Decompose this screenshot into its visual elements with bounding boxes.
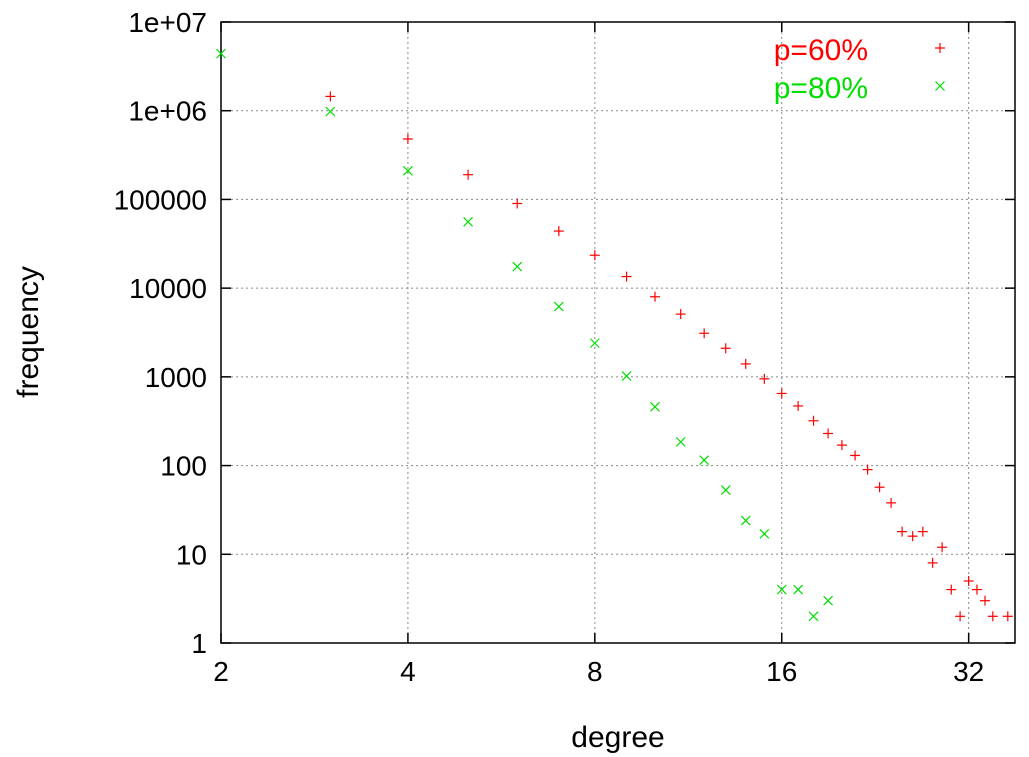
x-tick-label: 2	[213, 656, 229, 687]
data-point	[850, 450, 861, 461]
data-point	[216, 48, 226, 59]
data-point	[589, 250, 600, 261]
x-axis-label: degree	[571, 721, 664, 754]
data-point	[621, 371, 632, 382]
data-point	[907, 531, 918, 542]
y-tick-label: 1000	[145, 362, 207, 393]
plot-frame	[220, 21, 1016, 644]
data-point	[836, 440, 847, 451]
series-p60	[325, 91, 1013, 622]
data-point	[808, 415, 819, 426]
data-point	[325, 91, 336, 102]
data-point	[650, 401, 660, 412]
data-point	[699, 455, 710, 466]
x-tick-label: 32	[953, 656, 984, 687]
data-point	[589, 338, 600, 349]
data-point	[720, 343, 731, 354]
axis-ticks: 1 10 100 1000 10000 100000 1e+06 1e+07 2 4 8 16 32	[114, 7, 1015, 687]
data-point	[971, 584, 982, 595]
x-tick-label: 8	[587, 656, 603, 687]
data-point	[740, 358, 751, 369]
data-point	[325, 106, 336, 117]
data-point	[793, 584, 804, 595]
y-tick-label: 10	[176, 539, 207, 570]
data-point	[823, 428, 834, 439]
grid-lines	[221, 22, 1015, 643]
data-point	[874, 482, 885, 493]
data-point	[808, 611, 819, 622]
legend-label: p=60%	[774, 34, 868, 67]
data-point	[937, 542, 948, 553]
data-point	[759, 528, 770, 539]
y-tick-label: 100	[160, 451, 207, 482]
data-point	[897, 526, 908, 537]
x-tick-label: 4	[400, 656, 416, 687]
data-point	[650, 291, 661, 302]
legend-marker	[935, 43, 945, 53]
data-point	[512, 198, 523, 209]
data-point	[1002, 611, 1013, 622]
y-axis-label: frequency	[12, 266, 45, 398]
data-point	[963, 575, 974, 586]
data-point	[759, 373, 770, 384]
data-point	[862, 464, 873, 475]
data-point	[463, 216, 474, 227]
data-point	[402, 133, 413, 144]
data-point	[823, 595, 834, 606]
data-point	[886, 497, 897, 508]
data-point	[699, 328, 710, 339]
series-p80	[216, 48, 834, 622]
data-point	[740, 515, 751, 526]
y-tick-label: 1	[191, 628, 207, 659]
data-point	[512, 261, 523, 272]
data-point	[675, 309, 686, 320]
data-point	[553, 226, 564, 237]
data-point	[955, 611, 966, 622]
legend-marker	[935, 81, 945, 91]
data-point	[720, 485, 731, 495]
y-tick-label: 10000	[129, 273, 207, 304]
data-point	[402, 165, 413, 176]
data-point	[917, 526, 928, 537]
data-point	[946, 584, 957, 595]
data-points	[216, 48, 1013, 622]
legend-label: p=80%	[774, 72, 868, 105]
data-point	[980, 595, 991, 606]
data-point	[621, 271, 632, 282]
y-tick-label: 1e+06	[128, 96, 207, 127]
x-tick-label: 16	[766, 656, 797, 687]
data-point	[776, 388, 787, 399]
y-tick-label: 1e+07	[128, 7, 207, 38]
data-point	[793, 400, 804, 411]
data-point	[927, 557, 938, 568]
data-point	[987, 611, 998, 622]
data-point	[776, 584, 787, 595]
data-point	[553, 301, 564, 312]
legend: p=60% p=80%	[774, 34, 945, 105]
y-tick-label: 100000	[114, 184, 207, 215]
data-point	[463, 169, 474, 180]
data-point	[675, 436, 686, 447]
